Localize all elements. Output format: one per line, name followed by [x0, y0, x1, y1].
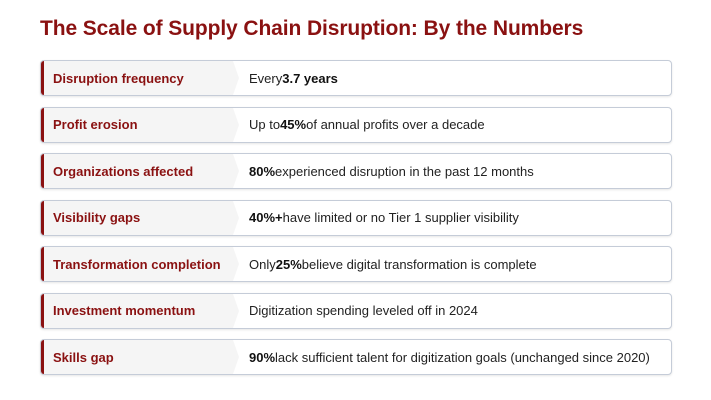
stat-label-cell: Investment momentum: [41, 293, 239, 328]
stat-value-post: have limited or no Tier 1 supplier visib…: [282, 210, 519, 225]
stat-value: 80% experienced disruption in the past 1…: [233, 154, 671, 188]
stat-label-cell: Transformation completion: [41, 247, 239, 281]
stat-value-highlight: 3.7 years: [282, 70, 338, 86]
stat-value-highlight: 40%+: [249, 210, 283, 225]
stat-label: Skills gap: [53, 349, 114, 365]
stat-value-pre: Up to: [249, 117, 281, 132]
stat-label: Organizations affected: [53, 163, 194, 179]
stat-label-cell: Organizations affected: [41, 154, 239, 188]
stat-value-highlight: 90%: [249, 349, 276, 365]
stat-row-profit-erosion: Profit erosion Up to 45% of annual profi…: [40, 106, 672, 143]
stat-label-cell: Skills gap: [41, 340, 239, 374]
stat-row-skills-gap: Skills gap 90% lack sufficient talent fo…: [40, 339, 672, 375]
stat-value-pre: Only: [249, 256, 276, 272]
stat-value: Every 3.7 years: [233, 61, 671, 95]
stat-value-post: lack sufficient talent for digitization …: [275, 349, 650, 365]
stat-row-investment-momentum: Investment momentum Digitization spendin…: [40, 292, 672, 329]
stat-row-disruption-frequency: Disruption frequency Every 3.7 years: [40, 60, 672, 96]
stat-value: Only 25% believe digital transformation …: [233, 247, 671, 281]
stat-value-highlight: 80%: [249, 163, 276, 179]
stat-label: Transformation completion: [53, 256, 221, 272]
stat-value-post: believe digital transformation is comple…: [301, 256, 537, 272]
stat-label: Profit erosion: [53, 117, 138, 132]
stats-list: Disruption frequency Every 3.7 years Pro…: [40, 60, 672, 386]
stat-label: Investment momentum: [53, 303, 196, 318]
stat-row-organizations-affected: Organizations affected 80% experienced d…: [40, 153, 672, 189]
stat-value-highlight: 25%: [275, 256, 302, 272]
stat-label-cell: Visibility gaps: [41, 200, 239, 235]
stat-label-cell: Profit erosion: [41, 107, 239, 142]
stat-value: 90% lack sufficient talent for digitizat…: [233, 340, 671, 374]
page-title: The Scale of Supply Chain Disruption: By…: [40, 17, 584, 40]
stat-value-post: experienced disruption in the past 12 mo…: [275, 163, 534, 179]
stat-value: Digitization spending leveled off in 202…: [233, 294, 671, 328]
stat-row-transformation-completion: Transformation completion Only 25% belie…: [40, 246, 672, 282]
stat-value-pre: Digitization spending leveled off in 202…: [249, 303, 478, 318]
stat-value-post: of annual profits over a decade: [306, 117, 485, 132]
stat-label-cell: Disruption frequency: [41, 61, 239, 95]
stat-row-visibility-gaps: Visibility gaps 40%+ have limited or no …: [40, 199, 672, 236]
stat-value-highlight: 45%: [280, 117, 307, 132]
stat-value-pre: Every: [249, 70, 283, 86]
stat-label: Disruption frequency: [53, 70, 184, 86]
stat-label: Visibility gaps: [53, 210, 141, 225]
stat-value: Up to 45% of annual profits over a decad…: [233, 108, 671, 142]
stat-value: 40%+ have limited or no Tier 1 supplier …: [233, 201, 671, 235]
